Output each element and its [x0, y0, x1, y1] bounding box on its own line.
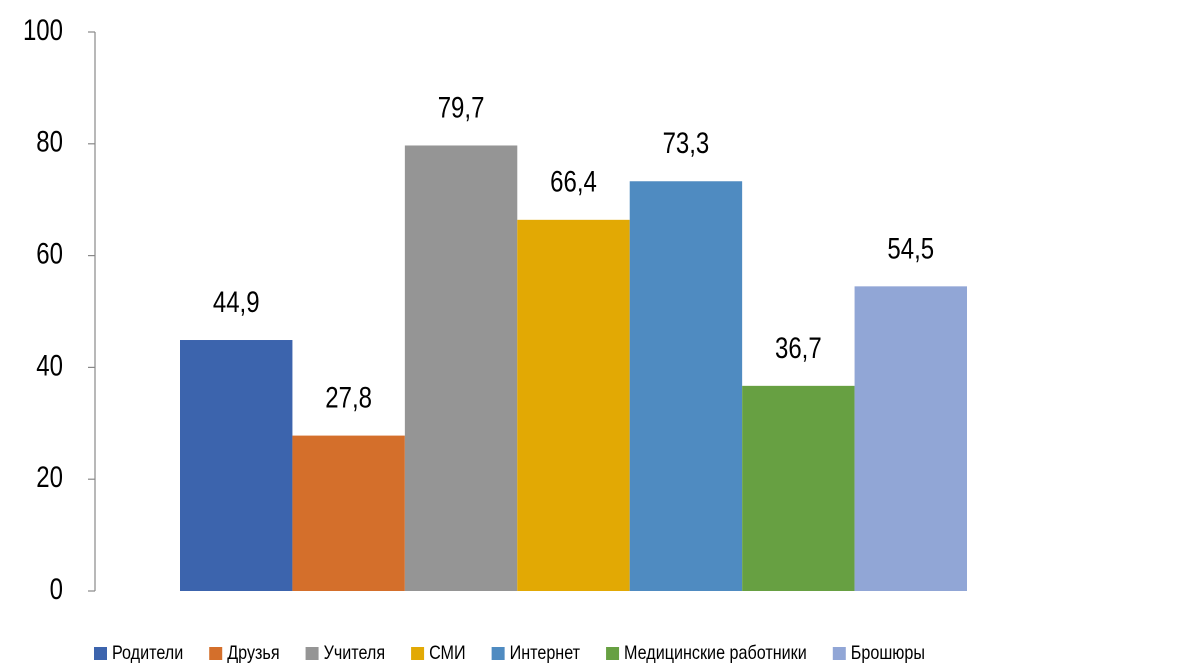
legend-label: Друзья: [227, 642, 279, 664]
y-tick-label: 20: [36, 460, 63, 494]
y-tick-label: 80: [36, 124, 63, 158]
legend-label: Брошюры: [851, 642, 925, 664]
legend-swatch: [94, 647, 107, 660]
bar: [292, 435, 405, 591]
legend-label: Медицинские работники: [624, 642, 807, 664]
data-label: 66,4: [550, 164, 597, 198]
data-label: 54,5: [887, 231, 934, 265]
data-label: 73,3: [663, 126, 710, 160]
bar: [854, 286, 967, 591]
y-tick-label: 60: [36, 236, 63, 270]
legend-label: Учителя: [324, 642, 386, 664]
legend-swatch: [832, 647, 846, 660]
legend-swatch: [606, 647, 620, 660]
legend-label: Интернет: [510, 642, 580, 664]
legend-label: Родители: [112, 642, 183, 664]
bar: [404, 145, 518, 592]
data-label: 44,9: [213, 284, 260, 318]
bar: [517, 219, 630, 591]
legend-swatch: [305, 647, 319, 660]
legend-swatch: [411, 647, 425, 660]
legend-swatch: [491, 647, 505, 660]
data-label: 36,7: [775, 330, 822, 364]
legend-swatch: [209, 647, 223, 660]
y-tick-label: 0: [50, 571, 63, 605]
bar: [629, 181, 743, 592]
y-tick-label: 100: [23, 12, 63, 46]
data-label: 79,7: [438, 90, 485, 124]
y-tick-label: 40: [36, 348, 63, 382]
bar: [742, 385, 855, 591]
data-label: 27,8: [325, 380, 372, 414]
bar: [180, 340, 293, 591]
legend-label: СМИ: [429, 642, 466, 664]
